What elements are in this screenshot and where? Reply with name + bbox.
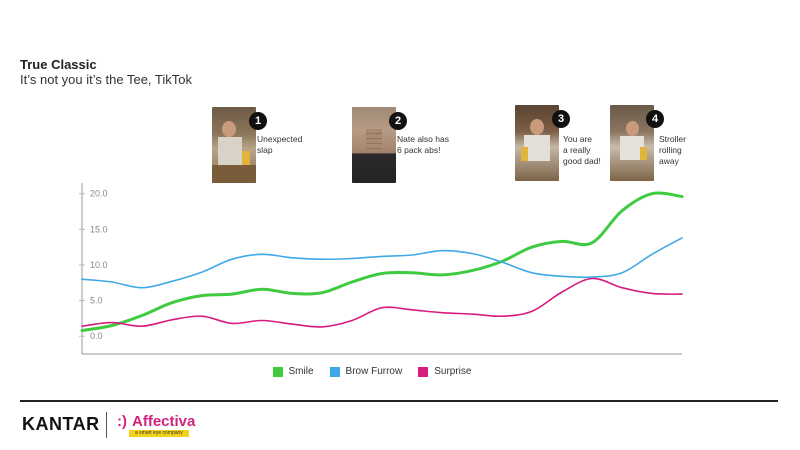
- affectiva-smile-icon: :): [117, 413, 127, 430]
- affectiva-tagline: a smart eye company: [129, 430, 189, 437]
- moment-3-caption: You are a really good dad!: [563, 134, 601, 166]
- legend-item-smile: Smile: [272, 366, 314, 377]
- series-line-smile: [80, 191, 684, 332]
- moment-1-marker: 1: [249, 112, 267, 130]
- moment-2-thumbnail: [352, 107, 396, 183]
- legend-label-surprise: Surprise: [434, 366, 472, 377]
- legend-swatch-brow-furrow: [329, 366, 340, 377]
- affectiva-logo: Affectiva: [132, 413, 196, 430]
- slide-subtitle: It’s not you it’s the Tee, TikTok: [20, 72, 192, 87]
- moment-1-caption: Unexpected slap: [257, 134, 303, 155]
- moment-3-marker: 3: [552, 110, 570, 128]
- footer-divider: [20, 400, 778, 402]
- moment-4-caption: Stroller rolling away: [659, 134, 686, 166]
- moment-1-thumbnail: [212, 107, 256, 183]
- legend-item-brow-furrow: Brow Furrow: [329, 366, 403, 377]
- moment-2-marker: 2: [389, 112, 407, 130]
- kantar-logo: KANTAR: [22, 414, 100, 434]
- moment-3-thumbnail: [515, 105, 559, 181]
- y-tick-label: 10.0: [90, 260, 108, 270]
- y-tick-label: 5.0: [90, 296, 103, 306]
- moment-2-caption: Nate also has 6 pack abs!: [397, 134, 449, 155]
- y-tick-label: 20.0: [90, 189, 108, 199]
- moment-4-marker: 4: [646, 110, 664, 128]
- legend-label-smile: Smile: [288, 366, 314, 377]
- legend-swatch-surprise: [418, 366, 429, 377]
- y-tick-label: 0.0: [90, 331, 103, 341]
- series-line-surprise: [81, 277, 683, 328]
- legend-swatch-smile: [272, 366, 283, 377]
- moment-4-thumbnail: [610, 105, 654, 181]
- chart-legend: Smile Brow Furrow Surprise: [0, 366, 772, 377]
- logo-separator: [106, 412, 107, 438]
- legend-label-brow-furrow: Brow Furrow: [345, 366, 403, 377]
- legend-item-surprise: Surprise: [418, 366, 471, 377]
- y-tick-label: 15.0: [90, 224, 108, 234]
- slide-title: True Classic: [20, 57, 97, 72]
- series-line-brow-furrow: [81, 237, 683, 289]
